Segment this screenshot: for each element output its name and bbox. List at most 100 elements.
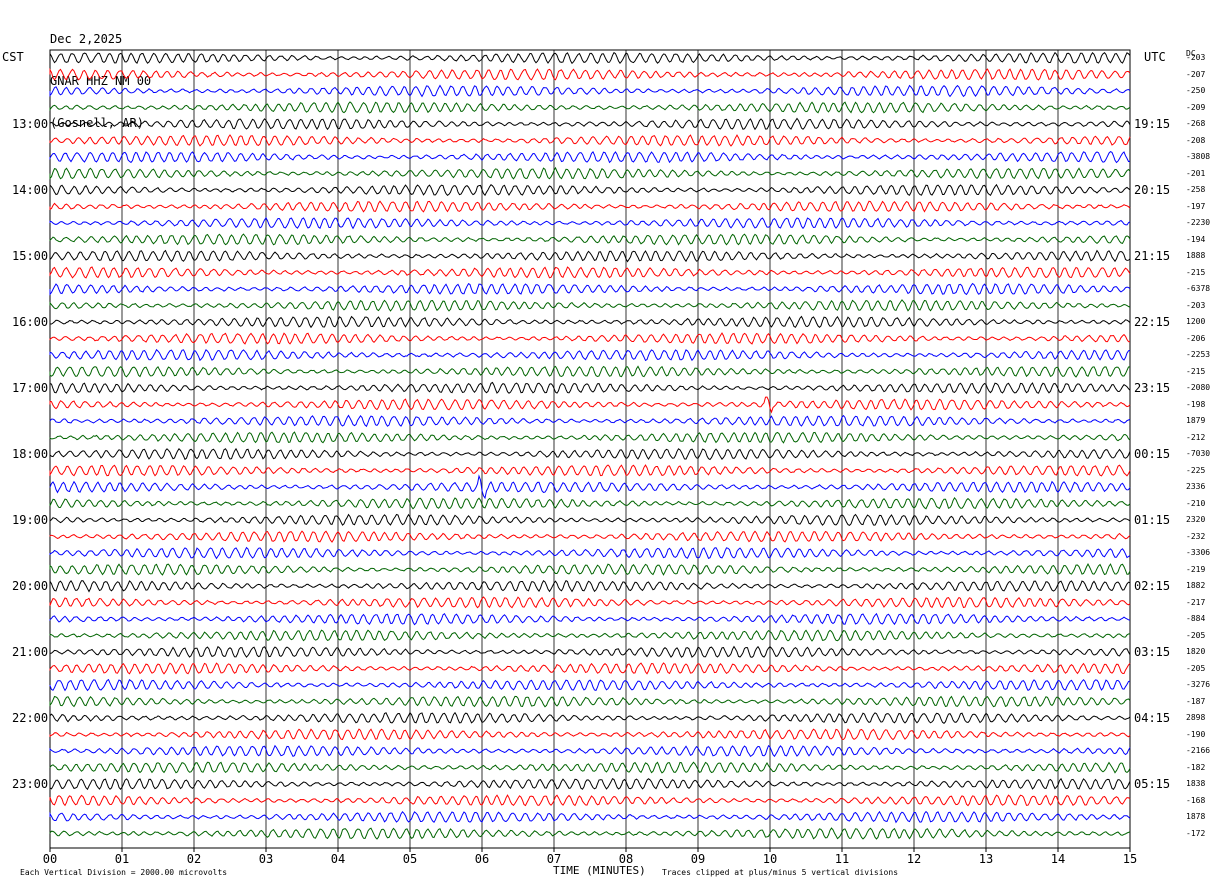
trace-37 bbox=[49, 645, 1131, 658]
dc-offset-label: -172 bbox=[1186, 828, 1206, 838]
trace-39 bbox=[49, 678, 1131, 692]
trace-47 bbox=[49, 810, 1131, 824]
x-tick-label: 15 bbox=[1122, 852, 1138, 866]
dc-offset-label: -7030 bbox=[1186, 449, 1210, 458]
right-hour-label: 02:15 bbox=[1134, 579, 1171, 593]
trace-2 bbox=[49, 67, 1131, 81]
dc-offset-label: -190 bbox=[1186, 729, 1206, 739]
left-hour-label: 23:00 bbox=[12, 777, 49, 791]
dc-offset-label: 1820 bbox=[1186, 647, 1206, 656]
trace-27 bbox=[49, 474, 1131, 500]
trace-33 bbox=[49, 579, 1131, 593]
dc-offset-label: -2253 bbox=[1186, 350, 1210, 359]
dc-offset-label: -258 bbox=[1186, 185, 1206, 194]
right-hour-label: 05:15 bbox=[1134, 777, 1171, 791]
dc-offset-label: -268 bbox=[1186, 119, 1206, 128]
header-date: Dec 2,2025 bbox=[50, 32, 123, 46]
left-hour-label: 20:00 bbox=[12, 579, 49, 593]
dc-offset-label: -205 bbox=[1186, 663, 1206, 673]
x-tick-label: 01 bbox=[114, 852, 130, 866]
trace-21 bbox=[49, 381, 1131, 395]
dc-column-label: DC bbox=[1186, 49, 1196, 58]
trace-44 bbox=[49, 761, 1131, 774]
x-tick-label: 00 bbox=[42, 852, 58, 866]
left-hour-label: 19:00 bbox=[12, 513, 49, 527]
dc-offset-label: 2336 bbox=[1186, 482, 1206, 491]
left-hour-label: 16:00 bbox=[12, 315, 49, 329]
dc-offset-label: -205 bbox=[1186, 630, 1206, 640]
trace-5 bbox=[49, 117, 1131, 131]
dc-offset-label: -198 bbox=[1186, 399, 1206, 409]
trace-35 bbox=[49, 612, 1131, 626]
right-hour-label: 01:15 bbox=[1134, 513, 1171, 527]
dc-offset-label: -203 bbox=[1186, 53, 1206, 62]
dc-offset-label: 1882 bbox=[1186, 581, 1206, 590]
trace-16 bbox=[49, 299, 1131, 312]
dc-offset-label: -217 bbox=[1186, 597, 1206, 607]
x-tick-label: 09 bbox=[690, 852, 706, 866]
trace-38 bbox=[49, 662, 1131, 675]
dc-offset-label: -208 bbox=[1186, 135, 1206, 145]
trace-45 bbox=[49, 777, 1131, 791]
left-hour-label: 22:00 bbox=[12, 711, 49, 725]
clip-note: Traces clipped at plus/minus 5 vertical … bbox=[662, 868, 899, 877]
left-hour-label: 18:00 bbox=[12, 447, 49, 461]
trace-41 bbox=[49, 711, 1131, 724]
dc-offset-label: -225 bbox=[1186, 465, 1206, 475]
dc-offset-label: -194 bbox=[1186, 234, 1206, 244]
trace-29 bbox=[49, 513, 1131, 527]
x-tick-label: 06 bbox=[474, 852, 490, 866]
dc-offset-label: -219 bbox=[1186, 564, 1206, 574]
dc-offset-label: -207 bbox=[1186, 69, 1206, 79]
x-tick-label: 08 bbox=[618, 852, 634, 866]
trace-10 bbox=[49, 200, 1131, 213]
dc-offset-label: 1838 bbox=[1186, 779, 1206, 788]
dc-offset-label: -212 bbox=[1186, 432, 1206, 442]
right-hour-label: 23:15 bbox=[1134, 381, 1171, 395]
scale-note: Each Vertical Division = 2000.00 microvo… bbox=[20, 868, 228, 877]
left-hour-label: 21:00 bbox=[12, 645, 49, 659]
trace-43 bbox=[49, 744, 1131, 758]
left-hour-label: 13:00 bbox=[12, 117, 49, 131]
trace-11 bbox=[49, 216, 1131, 230]
dc-offset-label: -215 bbox=[1186, 366, 1206, 376]
dc-offset-label: -250 bbox=[1186, 86, 1206, 95]
left-hour-label: 17:00 bbox=[12, 381, 49, 395]
dc-offset-label: 1888 bbox=[1186, 251, 1206, 260]
dc-offset-label: -182 bbox=[1186, 762, 1206, 772]
x-tick-label: 13 bbox=[978, 852, 994, 866]
trace-8 bbox=[49, 166, 1131, 180]
right-hour-label: 21:15 bbox=[1134, 249, 1171, 263]
dc-offset-label: -2166 bbox=[1186, 746, 1210, 755]
dc-offset-label: -209 bbox=[1186, 102, 1206, 112]
trace-23 bbox=[49, 414, 1131, 428]
dc-offset-label: -884 bbox=[1186, 614, 1206, 623]
trace-4 bbox=[49, 101, 1131, 114]
dc-offset-label: 1878 bbox=[1186, 812, 1206, 821]
right-hour-label: 03:15 bbox=[1134, 645, 1171, 659]
dc-offset-label: -232 bbox=[1186, 531, 1206, 541]
dc-offset-label: 1200 bbox=[1186, 317, 1206, 326]
x-tick-label: 07 bbox=[546, 852, 562, 866]
trace-36 bbox=[49, 629, 1131, 642]
dc-offset-label: -2230 bbox=[1186, 218, 1210, 227]
trace-17 bbox=[49, 315, 1131, 329]
trace-31 bbox=[49, 546, 1131, 560]
trace-15 bbox=[49, 282, 1131, 296]
trace-30 bbox=[49, 530, 1131, 543]
trace-48 bbox=[49, 827, 1131, 840]
trace-6 bbox=[49, 134, 1131, 147]
trace-40 bbox=[49, 695, 1131, 708]
right-hour-label: 22:15 bbox=[1134, 315, 1171, 329]
dc-offset-label: -3276 bbox=[1186, 680, 1210, 689]
x-tick-label: 14 bbox=[1050, 852, 1066, 866]
trace-34 bbox=[49, 596, 1131, 609]
right-hour-label: 04:15 bbox=[1134, 711, 1171, 725]
plot-frame bbox=[49, 49, 1131, 849]
x-tick-label: 11 bbox=[834, 852, 850, 866]
left-timezone-label: CST bbox=[2, 50, 24, 64]
trace-19 bbox=[49, 348, 1131, 362]
left-hour-label: 14:00 bbox=[12, 183, 49, 197]
dc-offset-label: -206 bbox=[1186, 333, 1206, 343]
right-timezone-label: UTC bbox=[1144, 50, 1166, 64]
